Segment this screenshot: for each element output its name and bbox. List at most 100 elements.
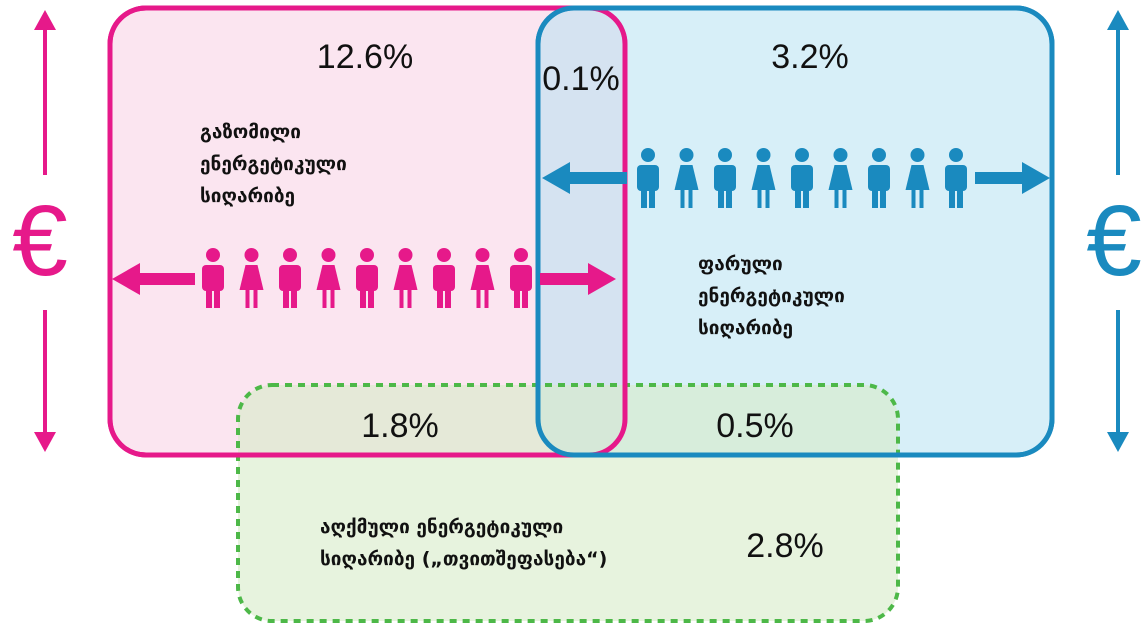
woman-icon xyxy=(470,248,495,308)
leg xyxy=(803,188,809,208)
leg xyxy=(834,190,839,208)
dress xyxy=(674,165,699,190)
leg xyxy=(291,288,297,308)
head xyxy=(872,148,886,162)
body xyxy=(279,265,301,291)
hidden-outline xyxy=(535,5,1055,458)
head xyxy=(283,248,297,262)
leg xyxy=(795,188,801,208)
man-icon xyxy=(356,248,378,308)
head xyxy=(398,248,413,262)
leg xyxy=(437,288,443,308)
man-icon xyxy=(279,248,301,308)
head xyxy=(795,148,809,162)
perceived-region xyxy=(236,383,900,623)
leg xyxy=(245,290,250,308)
measured-outline xyxy=(107,5,628,458)
dress xyxy=(393,265,418,290)
body xyxy=(945,165,967,191)
region-label: გაზომილი xyxy=(200,121,301,143)
region-label: ენერგეტიკული xyxy=(200,153,347,175)
body xyxy=(510,265,532,291)
pink-arrows xyxy=(112,263,616,295)
body xyxy=(433,265,455,291)
leg xyxy=(214,288,220,308)
percent: 1.8% xyxy=(361,407,439,445)
head xyxy=(321,248,336,262)
head xyxy=(679,148,694,162)
body xyxy=(202,265,224,291)
body xyxy=(356,265,378,291)
man-icon xyxy=(868,148,890,208)
leg xyxy=(407,290,412,308)
woman-icon xyxy=(751,148,776,208)
right-arrow xyxy=(1107,10,1129,452)
dress xyxy=(470,265,495,290)
body xyxy=(868,165,890,191)
leg xyxy=(283,288,289,308)
leg xyxy=(688,190,693,208)
leg xyxy=(649,188,655,208)
region-label: ენერგეტიკული xyxy=(698,285,845,307)
head xyxy=(833,148,848,162)
head xyxy=(514,248,528,262)
leg xyxy=(368,288,374,308)
man-icon xyxy=(433,248,455,308)
head xyxy=(475,248,490,262)
leg xyxy=(445,288,451,308)
dress xyxy=(316,265,341,290)
percent: 12.6% xyxy=(317,38,413,76)
body xyxy=(637,165,659,191)
region-label: სიღარიბე xyxy=(200,185,295,207)
man-icon xyxy=(714,148,736,208)
leg xyxy=(718,188,724,208)
body xyxy=(714,165,736,191)
leg xyxy=(757,190,762,208)
head xyxy=(360,248,374,262)
left-arrow xyxy=(34,10,56,452)
dress xyxy=(239,265,264,290)
head xyxy=(910,148,925,162)
percent: 3.2% xyxy=(771,38,849,76)
region-label: სიღარიბე xyxy=(698,317,793,339)
leg xyxy=(880,188,886,208)
leg xyxy=(514,288,520,308)
woman-icon xyxy=(674,148,699,208)
blue-arrows xyxy=(542,162,1050,194)
head xyxy=(949,148,963,162)
leg xyxy=(680,190,685,208)
head xyxy=(756,148,771,162)
dress xyxy=(905,165,930,190)
percent: 2.8% xyxy=(746,527,824,565)
head xyxy=(718,148,732,162)
right-symbol: € xyxy=(1086,185,1142,297)
woman-icon xyxy=(316,248,341,308)
people xyxy=(202,148,967,308)
body xyxy=(791,165,813,191)
region-label: სიღარიბე („თვითშეფასება“) xyxy=(320,548,607,570)
man-icon xyxy=(510,248,532,308)
woman-icon xyxy=(393,248,418,308)
man-icon xyxy=(637,148,659,208)
region-label: ფარული xyxy=(698,253,783,275)
left-symbol: € xyxy=(12,185,68,297)
dress xyxy=(751,165,776,190)
percent: 0.5% xyxy=(716,407,794,445)
man-icon xyxy=(202,248,224,308)
head xyxy=(244,248,259,262)
leg xyxy=(399,290,404,308)
leg xyxy=(957,188,963,208)
leg xyxy=(726,188,732,208)
man-icon xyxy=(945,148,967,208)
leg xyxy=(911,190,916,208)
leg xyxy=(842,190,847,208)
leg xyxy=(949,188,955,208)
leg xyxy=(919,190,924,208)
man-icon xyxy=(791,148,813,208)
leg xyxy=(765,190,770,208)
leg xyxy=(522,288,528,308)
leg xyxy=(330,290,335,308)
leg xyxy=(360,288,366,308)
